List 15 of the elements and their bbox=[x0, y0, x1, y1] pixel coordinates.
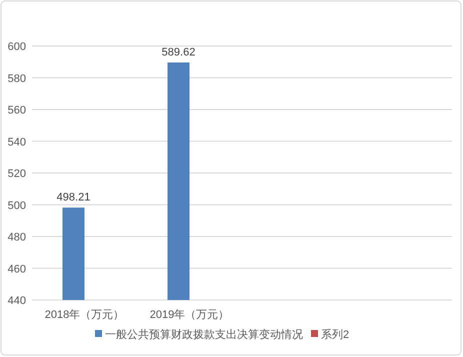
x-tick-label: 2018年（万元） bbox=[44, 309, 124, 321]
y-tick-label: 540 bbox=[8, 136, 26, 148]
data-label: 498.21 bbox=[56, 192, 90, 204]
legend-label: 一般公共预算财政拨款支出决算变动情况 bbox=[105, 328, 303, 341]
y-tick-label: 580 bbox=[8, 72, 26, 85]
x-tick-label: 2019年（万元） bbox=[150, 309, 230, 321]
y-tick-label: 500 bbox=[8, 200, 26, 212]
y-tick-label: 520 bbox=[8, 168, 26, 180]
legend-label: 系列2 bbox=[321, 328, 350, 341]
data-label: 589.62 bbox=[162, 46, 196, 58]
y-tick-label: 440 bbox=[8, 295, 26, 307]
y-tick-label: 560 bbox=[8, 104, 26, 116]
y-tick-label: 480 bbox=[8, 232, 26, 244]
y-tick-label: 600 bbox=[8, 41, 26, 53]
y-tick-label: 460 bbox=[8, 263, 26, 276]
